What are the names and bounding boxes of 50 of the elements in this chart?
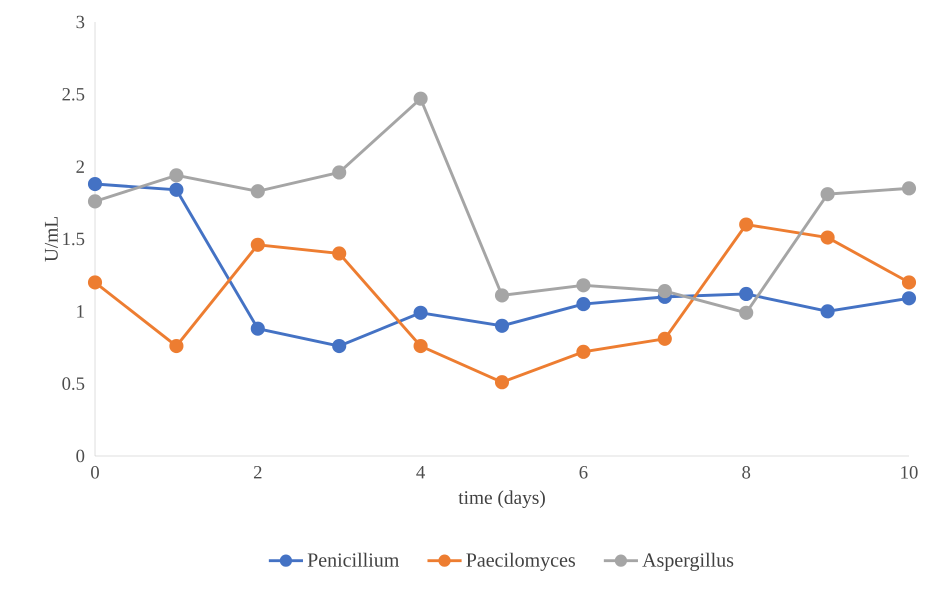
point bbox=[739, 217, 754, 232]
point bbox=[494, 375, 510, 390]
point bbox=[169, 168, 184, 182]
legend-label: Aspergillus bbox=[642, 552, 734, 571]
point bbox=[332, 165, 346, 180]
point bbox=[820, 230, 835, 245]
y-axis-title: U/mL bbox=[44, 217, 58, 262]
point bbox=[332, 338, 346, 354]
point bbox=[88, 275, 102, 290]
point bbox=[820, 187, 835, 202]
point bbox=[739, 286, 754, 302]
point bbox=[169, 338, 184, 354]
point bbox=[576, 344, 590, 359]
point bbox=[658, 332, 672, 346]
x-tick-label: 8 bbox=[742, 466, 750, 479]
point bbox=[414, 92, 428, 106]
y-tick-label: 2 bbox=[76, 160, 84, 173]
point bbox=[658, 284, 672, 298]
legend-label: Paecilomyces bbox=[466, 552, 575, 571]
point bbox=[250, 184, 265, 198]
y-tick-label: 1 bbox=[77, 305, 84, 318]
x-tick-label: 2 bbox=[254, 466, 262, 478]
x-tick-label: 10 bbox=[901, 466, 918, 479]
x-tick-label: 6 bbox=[580, 466, 588, 479]
point bbox=[414, 306, 428, 320]
point bbox=[250, 322, 265, 336]
point bbox=[902, 181, 916, 196]
point bbox=[88, 176, 102, 192]
legend-label: Penicillium bbox=[308, 552, 400, 567]
y-tick-label: 3 bbox=[76, 16, 84, 28]
point bbox=[494, 288, 510, 302]
x-tick-label: 0 bbox=[91, 466, 99, 479]
point bbox=[88, 194, 102, 208]
point bbox=[494, 318, 510, 333]
point bbox=[169, 182, 184, 197]
point bbox=[576, 278, 590, 292]
point bbox=[902, 275, 916, 290]
point bbox=[739, 306, 754, 320]
y-tick-label: 0.5 bbox=[62, 377, 84, 390]
x-tick-label: 4 bbox=[416, 466, 425, 478]
point bbox=[820, 304, 835, 318]
point bbox=[902, 291, 916, 306]
point bbox=[332, 246, 346, 261]
y-tick-label: 2.5 bbox=[62, 88, 84, 101]
x-axis-title: time (days) bbox=[458, 490, 545, 508]
y-tick-label: 1.5 bbox=[63, 232, 84, 246]
point bbox=[250, 238, 265, 252]
point bbox=[576, 297, 590, 312]
y-tick-label: 0 bbox=[76, 450, 84, 462]
point bbox=[414, 338, 428, 354]
